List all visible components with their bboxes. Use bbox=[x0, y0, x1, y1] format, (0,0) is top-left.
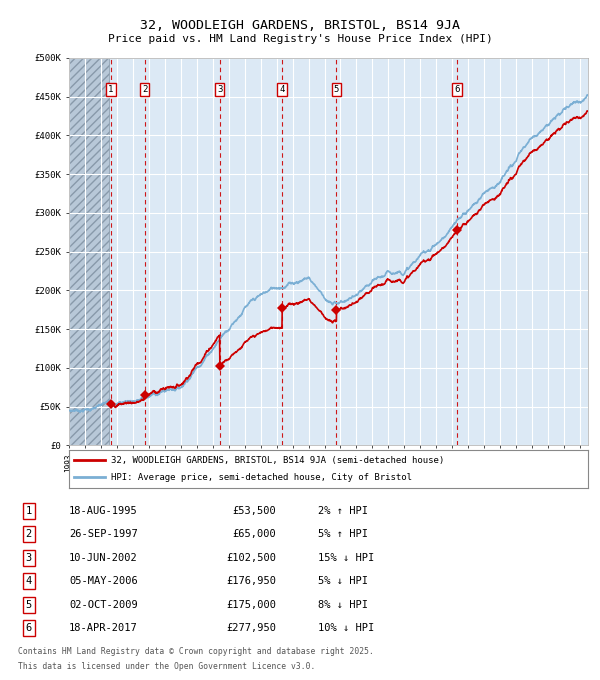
Text: 10% ↓ HPI: 10% ↓ HPI bbox=[318, 624, 374, 633]
Text: £65,000: £65,000 bbox=[232, 529, 276, 539]
Text: 32, WOODLEIGH GARDENS, BRISTOL, BS14 9JA: 32, WOODLEIGH GARDENS, BRISTOL, BS14 9JA bbox=[140, 19, 460, 32]
Text: 5% ↓ HPI: 5% ↓ HPI bbox=[318, 576, 368, 586]
Text: 26-SEP-1997: 26-SEP-1997 bbox=[69, 529, 138, 539]
Text: 15% ↓ HPI: 15% ↓ HPI bbox=[318, 553, 374, 563]
Text: 1: 1 bbox=[26, 506, 32, 515]
Text: 18-AUG-1995: 18-AUG-1995 bbox=[69, 506, 138, 515]
Text: Price paid vs. HM Land Registry's House Price Index (HPI): Price paid vs. HM Land Registry's House … bbox=[107, 34, 493, 44]
Text: £175,000: £175,000 bbox=[226, 600, 276, 610]
Text: HPI: Average price, semi-detached house, City of Bristol: HPI: Average price, semi-detached house,… bbox=[110, 473, 412, 482]
Text: 5% ↑ HPI: 5% ↑ HPI bbox=[318, 529, 368, 539]
Text: Contains HM Land Registry data © Crown copyright and database right 2025.: Contains HM Land Registry data © Crown c… bbox=[18, 647, 374, 656]
Text: 05-MAY-2006: 05-MAY-2006 bbox=[69, 576, 138, 586]
Text: £53,500: £53,500 bbox=[232, 506, 276, 515]
Text: 3: 3 bbox=[26, 553, 32, 563]
Text: 6: 6 bbox=[26, 624, 32, 633]
Text: 32, WOODLEIGH GARDENS, BRISTOL, BS14 9JA (semi-detached house): 32, WOODLEIGH GARDENS, BRISTOL, BS14 9JA… bbox=[110, 456, 444, 464]
Text: This data is licensed under the Open Government Licence v3.0.: This data is licensed under the Open Gov… bbox=[18, 662, 316, 671]
Text: £277,950: £277,950 bbox=[226, 624, 276, 633]
Text: 2: 2 bbox=[26, 529, 32, 539]
Text: 02-OCT-2009: 02-OCT-2009 bbox=[69, 600, 138, 610]
Text: 4: 4 bbox=[26, 576, 32, 586]
Text: 3: 3 bbox=[217, 85, 223, 94]
Text: 18-APR-2017: 18-APR-2017 bbox=[69, 624, 138, 633]
Text: 10-JUN-2002: 10-JUN-2002 bbox=[69, 553, 138, 563]
Text: 5: 5 bbox=[334, 85, 339, 94]
Text: £176,950: £176,950 bbox=[226, 576, 276, 586]
Text: 1: 1 bbox=[108, 85, 113, 94]
Text: 4: 4 bbox=[280, 85, 285, 94]
Text: 8% ↓ HPI: 8% ↓ HPI bbox=[318, 600, 368, 610]
Text: 2% ↑ HPI: 2% ↑ HPI bbox=[318, 506, 368, 515]
Text: 5: 5 bbox=[26, 600, 32, 610]
Text: 2: 2 bbox=[142, 85, 147, 94]
Bar bbox=[69, 58, 109, 445]
Text: 6: 6 bbox=[454, 85, 460, 94]
Text: £102,500: £102,500 bbox=[226, 553, 276, 563]
